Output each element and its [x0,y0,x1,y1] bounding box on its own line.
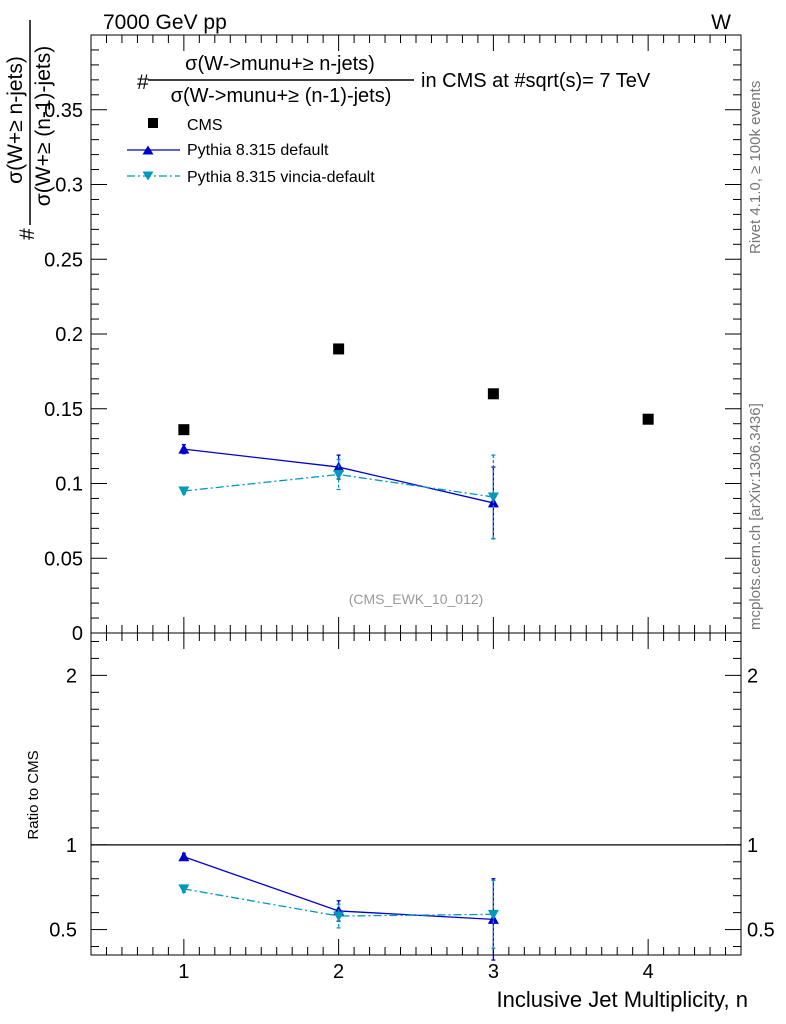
plot-title: # σ(W->munu+≥ n-jets) σ(W->munu+≥ (n-1)-… [137,53,651,107]
ratio-y-tick-label-right: 0.5 [747,920,775,942]
x-tick-label: 2 [333,961,344,983]
ratio-y-tick-label: 1 [66,835,77,857]
title-hash: # [137,71,149,94]
main-data-point-vincia [333,470,345,481]
legend-label-vincia: Pythia 8.315 vincia-default [187,169,375,186]
ylabel-numerator: σ(W+≥ n-jets) [4,56,27,184]
main-data-point-cms [642,413,654,425]
ratio-data-point-vincia [178,884,190,895]
x-tick-label: 4 [643,961,654,983]
main-data-point-cms [178,424,190,436]
ratio-series-line-vincia [183,888,494,917]
y-tick-label: 0.2 [55,324,83,346]
title-denominator: σ(W->munu+≥ (n-1)-jets) [171,85,392,107]
ratio-y-tick-label-right: 2 [747,665,758,687]
y-tick-label: 0.05 [44,548,83,570]
header-left-label: 7000 GeV pp [103,11,227,34]
ratio-y-tick-label: 0.5 [49,920,77,942]
rivet-label: Rivet 4.1.0, ≥ 100k events [747,81,764,254]
legend: CMS Pythia 8.315 default Pythia 8.315 vi… [127,117,375,186]
y-tick-label: 0.15 [44,399,83,421]
main-y-axis-label: # σ(W+≥ n-jets) σ(W+≥ (n-1)-jets) [4,20,55,240]
main-data-point-cms [333,343,345,355]
ratio-data-point-vincia [487,909,499,920]
main-data-point-vincia [487,492,499,503]
ratio-y-tick-label-right: 1 [747,835,758,857]
header-right-label: W [711,11,731,34]
y-tick-label: 0.35 [44,100,83,122]
y-tick-label: 0.3 [55,175,83,197]
legend-marker-cms [148,118,158,128]
ylabel-hash: # [16,228,39,240]
ratio-plot-frame [90,632,742,956]
ratio-y-tick-label: 2 [66,665,77,687]
title-numerator: σ(W->munu+≥ n-jets) [185,53,375,75]
x-tick-label: 1 [178,961,189,983]
ratio-y-axis-label: Ratio to CMS [25,750,42,839]
title-suffix: in CMS at #sqrt(s)= 7 TeV [421,70,651,92]
y-tick-label: 0 [72,623,83,645]
y-tick-label: 0.1 [55,474,83,496]
legend-marker-default [142,145,154,155]
legend-label-default: Pythia 8.315 default [187,142,329,159]
main-data-point-default [178,443,190,454]
y-tick-label: 0.25 [44,249,83,271]
ylabel-denominator: σ(W+≥ (n-1)-jets) [32,46,55,206]
ratio-data-point-vincia [333,911,345,922]
main-data-point-cms [487,388,499,400]
x-axis-label: Inclusive Jet Multiplicity, n [497,987,748,1012]
ratio-data-point-default [178,851,190,862]
analysis-watermark: (CMS_EWK_10_012) [349,591,484,607]
mcplots-label: mcplots.cern.ch [arXiv:1306.3436] [747,403,764,630]
legend-label-cms: CMS [187,117,223,134]
main-data-point-vincia [178,486,190,497]
legend-marker-vincia [142,171,154,181]
x-tick-label: 3 [488,961,499,983]
